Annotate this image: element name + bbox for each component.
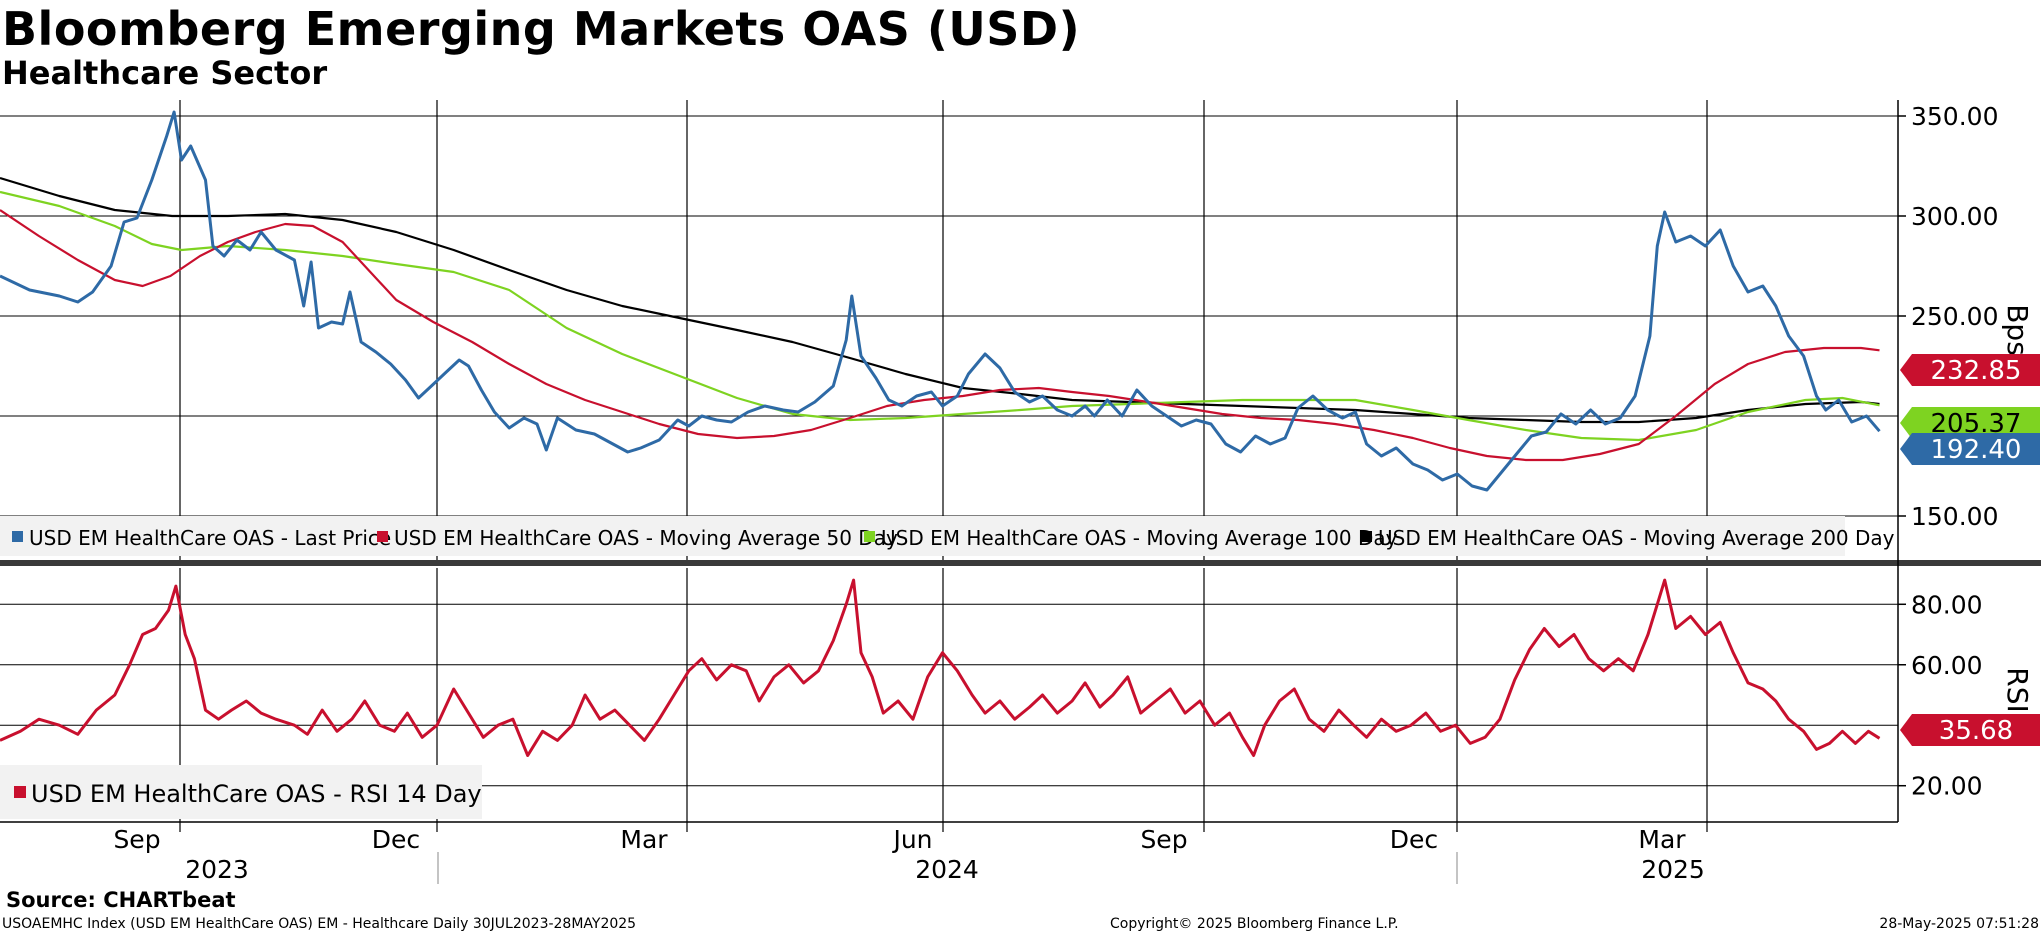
legend-label: USD EM HealthCare OAS - RSI 14 Day: [31, 780, 482, 808]
footer-copyright: Copyright© 2025 Bloomberg Finance L.P.: [1110, 916, 1399, 932]
y-tick-label: 350.00: [1911, 102, 1998, 131]
legend-label: USD EM HealthCare OAS - Moving Average 1…: [881, 526, 1398, 550]
y-tick-label: 60.00: [1911, 651, 1983, 680]
y-tick-label: 300.00: [1911, 202, 1998, 231]
end-value-label: 35.68: [1939, 716, 2013, 746]
y-tick-label: 250.00: [1911, 302, 1998, 331]
series-line-ma200: [0, 176, 1880, 424]
legend-swatch: [864, 531, 875, 542]
end-value-tag-last_price: [1900, 433, 2040, 465]
legend-swatch: [1361, 531, 1372, 542]
end-value-tag-ma100: [1900, 407, 2040, 439]
x-year-label: 2023: [185, 855, 249, 884]
x-tick-label: Mar: [620, 825, 668, 854]
x-year-label: 2025: [1641, 855, 1705, 884]
y-tick-label: 80.00: [1911, 590, 1983, 619]
series-line-rsi: [0, 578, 1881, 757]
y-axis-title: Bps: [2001, 304, 2034, 356]
legend-swatch: [14, 786, 26, 798]
x-year-label: 2024: [915, 855, 979, 884]
x-tick-label: Jun: [891, 825, 932, 854]
y-tick-label: 20.00: [1911, 772, 1983, 801]
legend-box: [0, 765, 482, 819]
panel-separator: [0, 560, 2041, 566]
x-tick-label: Dec: [1390, 825, 1438, 854]
x-tick-label: Sep: [113, 825, 160, 854]
footer-index-info: USOAEMHC Index (USD EM HealthCare OAS) E…: [2, 916, 637, 932]
chart-subtitle: Healthcare Sector: [2, 54, 328, 92]
y-axis-title: RSI: [2001, 667, 2034, 713]
legend-swatch: [377, 531, 388, 542]
legend-label: USD EM HealthCare OAS - Moving Average 2…: [1378, 526, 1895, 550]
legend-label: USD EM HealthCare OAS - Moving Average 5…: [394, 526, 898, 550]
legend-label: USD EM HealthCare OAS - Last Price: [29, 526, 391, 550]
x-tick-label: Sep: [1140, 825, 1187, 854]
footer-timestamp: 28-May-2025 07:51:28: [1879, 916, 2039, 932]
y-tick-label: 150.00: [1911, 502, 1998, 531]
chart-title: Bloomberg Emerging Markets OAS (USD): [2, 2, 1081, 56]
end-value-label: 192.40: [1931, 435, 2022, 465]
end-value-tag-rsi: [1900, 714, 2040, 746]
legend-swatch: [12, 531, 23, 542]
series-line-last_price: [0, 110, 1881, 492]
end-value-tag-ma50: [1900, 354, 2040, 386]
x-tick-label: Mar: [1638, 825, 1686, 854]
source-label: Source: CHARTbeat: [6, 888, 236, 912]
legend-box: [0, 516, 1845, 556]
x-tick-label: Dec: [372, 825, 420, 854]
end-value-label: 232.85: [1931, 356, 2022, 386]
